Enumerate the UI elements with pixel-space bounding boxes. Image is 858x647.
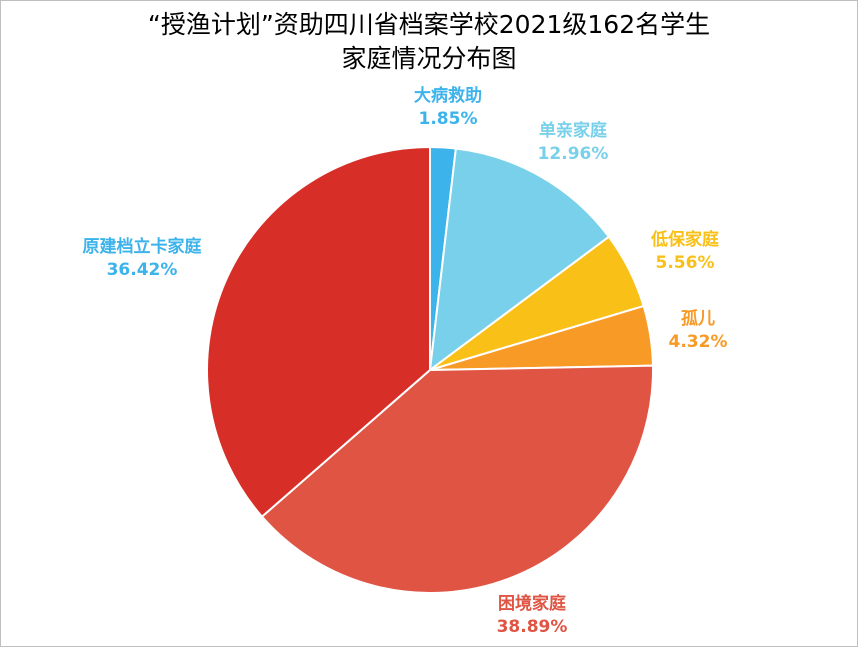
slice-label-single-parent: 单亲家庭 12.96% bbox=[538, 120, 609, 166]
chart-title-line-1: “授渔计划”资助四川省档案学校2021级162名学生 bbox=[147, 10, 711, 39]
slice-label-name: 单亲家庭 bbox=[539, 121, 607, 141]
slice-label-percent: 12.96% bbox=[537, 144, 609, 164]
slice-label-poverty-registered: 原建档立卡家庭 36.42% bbox=[83, 236, 202, 282]
pie-slice-5 bbox=[206, 145, 431, 519]
slice-label-percent: 4.32% bbox=[668, 332, 728, 352]
chart-title-line-2: 家庭情况分布图 bbox=[341, 44, 517, 73]
slice-label-percent: 38.89% bbox=[496, 617, 568, 637]
slice-label-name: 大病救助 bbox=[414, 86, 482, 106]
pie-slice-1 bbox=[428, 147, 611, 373]
slice-label-serious-illness: 大病救助 1.85% bbox=[414, 85, 482, 131]
slice-label-percent: 5.56% bbox=[655, 253, 715, 273]
slice-label-name: 低保家庭 bbox=[651, 230, 719, 250]
slice-label-orphan: 孤儿 4.32% bbox=[669, 308, 728, 354]
slice-label-name: 困境家庭 bbox=[498, 594, 566, 614]
pie-slice-4 bbox=[260, 364, 654, 594]
slice-label-name: 孤儿 bbox=[680, 309, 715, 329]
slice-label-percent: 36.42% bbox=[106, 260, 178, 280]
slice-label-low-income: 低保家庭 5.56% bbox=[651, 229, 719, 275]
slice-label-hardship: 困境家庭 38.89% bbox=[497, 593, 568, 639]
slice-label-percent: 1.85% bbox=[418, 109, 478, 129]
slice-label-name: 原建档立卡家庭 bbox=[82, 237, 202, 257]
